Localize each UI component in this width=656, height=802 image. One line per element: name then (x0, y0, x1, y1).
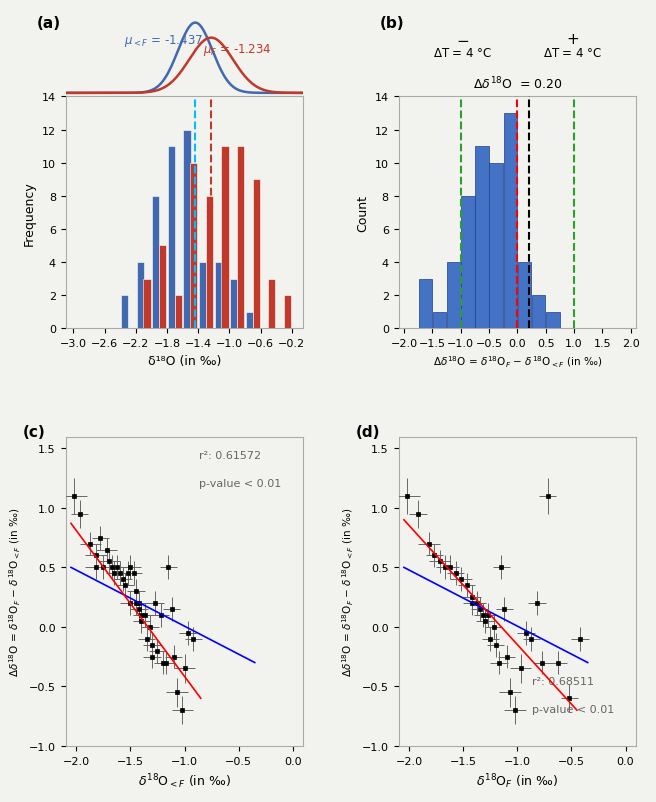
Bar (199, 263, 206, 329)
Text: p-value < 0.01: p-value < 0.01 (199, 479, 281, 488)
Text: (d): (d) (356, 424, 380, 439)
Text: $\mu_F$ = -1.234: $\mu_F$ = -1.234 (203, 42, 272, 58)
Bar (237, 147, 244, 329)
Bar (144, 279, 151, 329)
Bar (461, 196, 475, 329)
Bar (183, 131, 190, 329)
Y-axis label: $\Delta\delta^{18}$O = $\delta^{18}$O$_F$ $-$ $\delta^{18}$O$_{<F}$ (in ‰): $\Delta\delta^{18}$O = $\delta^{18}$O$_F… (8, 507, 24, 676)
X-axis label: $\Delta\delta^{18}$O = $\delta^{18}$O$_F$ $-$ $\delta^{18}$O$_{<F}$ (in ‰): $\Delta\delta^{18}$O = $\delta^{18}$O$_F… (433, 354, 602, 370)
Bar (206, 196, 213, 329)
Text: (c): (c) (23, 424, 45, 439)
Text: $-$: $-$ (456, 31, 469, 47)
Text: $\Delta$T = 4 °C: $\Delta$T = 4 °C (543, 47, 602, 60)
Bar (284, 296, 291, 329)
Bar (268, 279, 276, 329)
Y-axis label: $\Delta\delta^{18}$O = $\delta^{18}$O$_F$ $-$ $\delta^{18}$O$_{<F}$ (in ‰): $\Delta\delta^{18}$O = $\delta^{18}$O$_F… (341, 507, 356, 676)
Bar (215, 263, 222, 329)
Bar (518, 263, 531, 329)
Bar (489, 164, 503, 329)
Text: p-value < 0.01: p-value < 0.01 (531, 704, 614, 714)
X-axis label: $\delta^{18}$O$_F$ (in ‰): $\delta^{18}$O$_F$ (in ‰) (476, 771, 558, 790)
Bar (168, 147, 175, 329)
Bar (504, 114, 517, 329)
Bar (230, 279, 237, 329)
X-axis label: δ¹⁸O (in ‰): δ¹⁸O (in ‰) (148, 354, 221, 367)
Y-axis label: Count: Count (356, 195, 369, 232)
Text: (b): (b) (379, 16, 404, 31)
Text: $\mu_{<F}$ = -1.437: $\mu_{<F}$ = -1.437 (123, 33, 203, 49)
Text: $\Delta$T = 4 °C: $\Delta$T = 4 °C (433, 47, 492, 60)
Text: r²: 0.68511: r²: 0.68511 (531, 676, 594, 686)
X-axis label: $\delta^{18}$O$_{<F}$ (in ‰): $\delta^{18}$O$_{<F}$ (in ‰) (138, 771, 231, 790)
Bar (174, 296, 182, 329)
Text: r²: 0.61572: r²: 0.61572 (199, 451, 261, 460)
Bar (447, 263, 461, 329)
Bar (433, 312, 446, 329)
Bar (136, 263, 144, 329)
Text: $\Delta\delta^{18}$O  = 0.20: $\Delta\delta^{18}$O = 0.20 (473, 75, 562, 92)
Bar (475, 147, 489, 329)
Text: $+$: $+$ (565, 31, 579, 47)
Bar (532, 296, 545, 329)
Bar (253, 180, 260, 329)
Bar (546, 312, 560, 329)
Bar (419, 279, 432, 329)
Text: (a): (a) (37, 16, 61, 31)
Y-axis label: Frequency: Frequency (23, 180, 36, 245)
Bar (190, 164, 197, 329)
Bar (246, 312, 253, 329)
Bar (121, 296, 128, 329)
Bar (221, 147, 228, 329)
Bar (159, 246, 166, 329)
Bar (152, 196, 159, 329)
